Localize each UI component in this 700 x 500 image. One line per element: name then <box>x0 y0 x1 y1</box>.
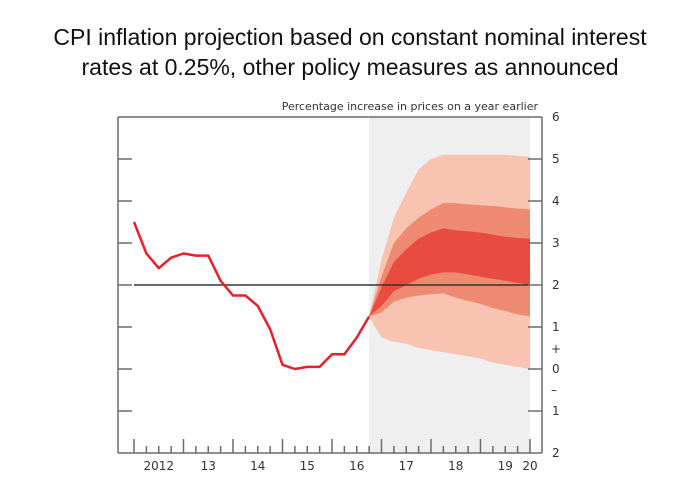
x-tick-label: 18 <box>448 459 463 473</box>
y-axis-label: Percentage increase in prices on a year … <box>282 100 539 113</box>
y-tick-label: 6 <box>552 110 560 124</box>
y-tick-label: 3 <box>552 236 560 250</box>
chart-title-line-2: rates at 0.25%, other policy measures as… <box>81 54 619 80</box>
y-tick-label: 1 <box>552 404 560 418</box>
y-tick-label: 2 <box>552 446 560 460</box>
x-tick-label: 15 <box>300 459 315 473</box>
chart-title: CPI inflation projection based on consta… <box>0 22 700 82</box>
fan-bands <box>369 154 530 369</box>
x-tick-label: 2012 <box>143 459 174 473</box>
y-tick-label: 5 <box>552 152 560 166</box>
x-tick-label: 16 <box>349 459 364 473</box>
history-line <box>132 221 371 371</box>
x-axis-ticks: 2012 13 14 15 16 17 18 19 20 <box>133 439 538 473</box>
fan-band-inner <box>369 228 530 317</box>
x-tick-label: 17 <box>399 459 414 473</box>
x-tick-label: 19 <box>498 459 513 473</box>
x-tick-label: 14 <box>250 459 265 473</box>
y-tick-label: 4 <box>552 194 560 208</box>
chart-title-line-1: CPI inflation projection based on consta… <box>53 24 647 50</box>
y-tick-label: 1 <box>552 320 560 334</box>
y-tick-label: 0 <box>552 362 560 376</box>
y-positive-sign: + <box>551 342 561 356</box>
y-tick-label: 2 <box>552 278 560 292</box>
x-tick-label: 20 <box>522 459 537 473</box>
y-axis-ticks: 2 1 0 1 2 3 4 5 6 + – <box>118 110 561 460</box>
x-tick-label: 13 <box>201 459 216 473</box>
y-negative-sign: – <box>551 383 557 397</box>
